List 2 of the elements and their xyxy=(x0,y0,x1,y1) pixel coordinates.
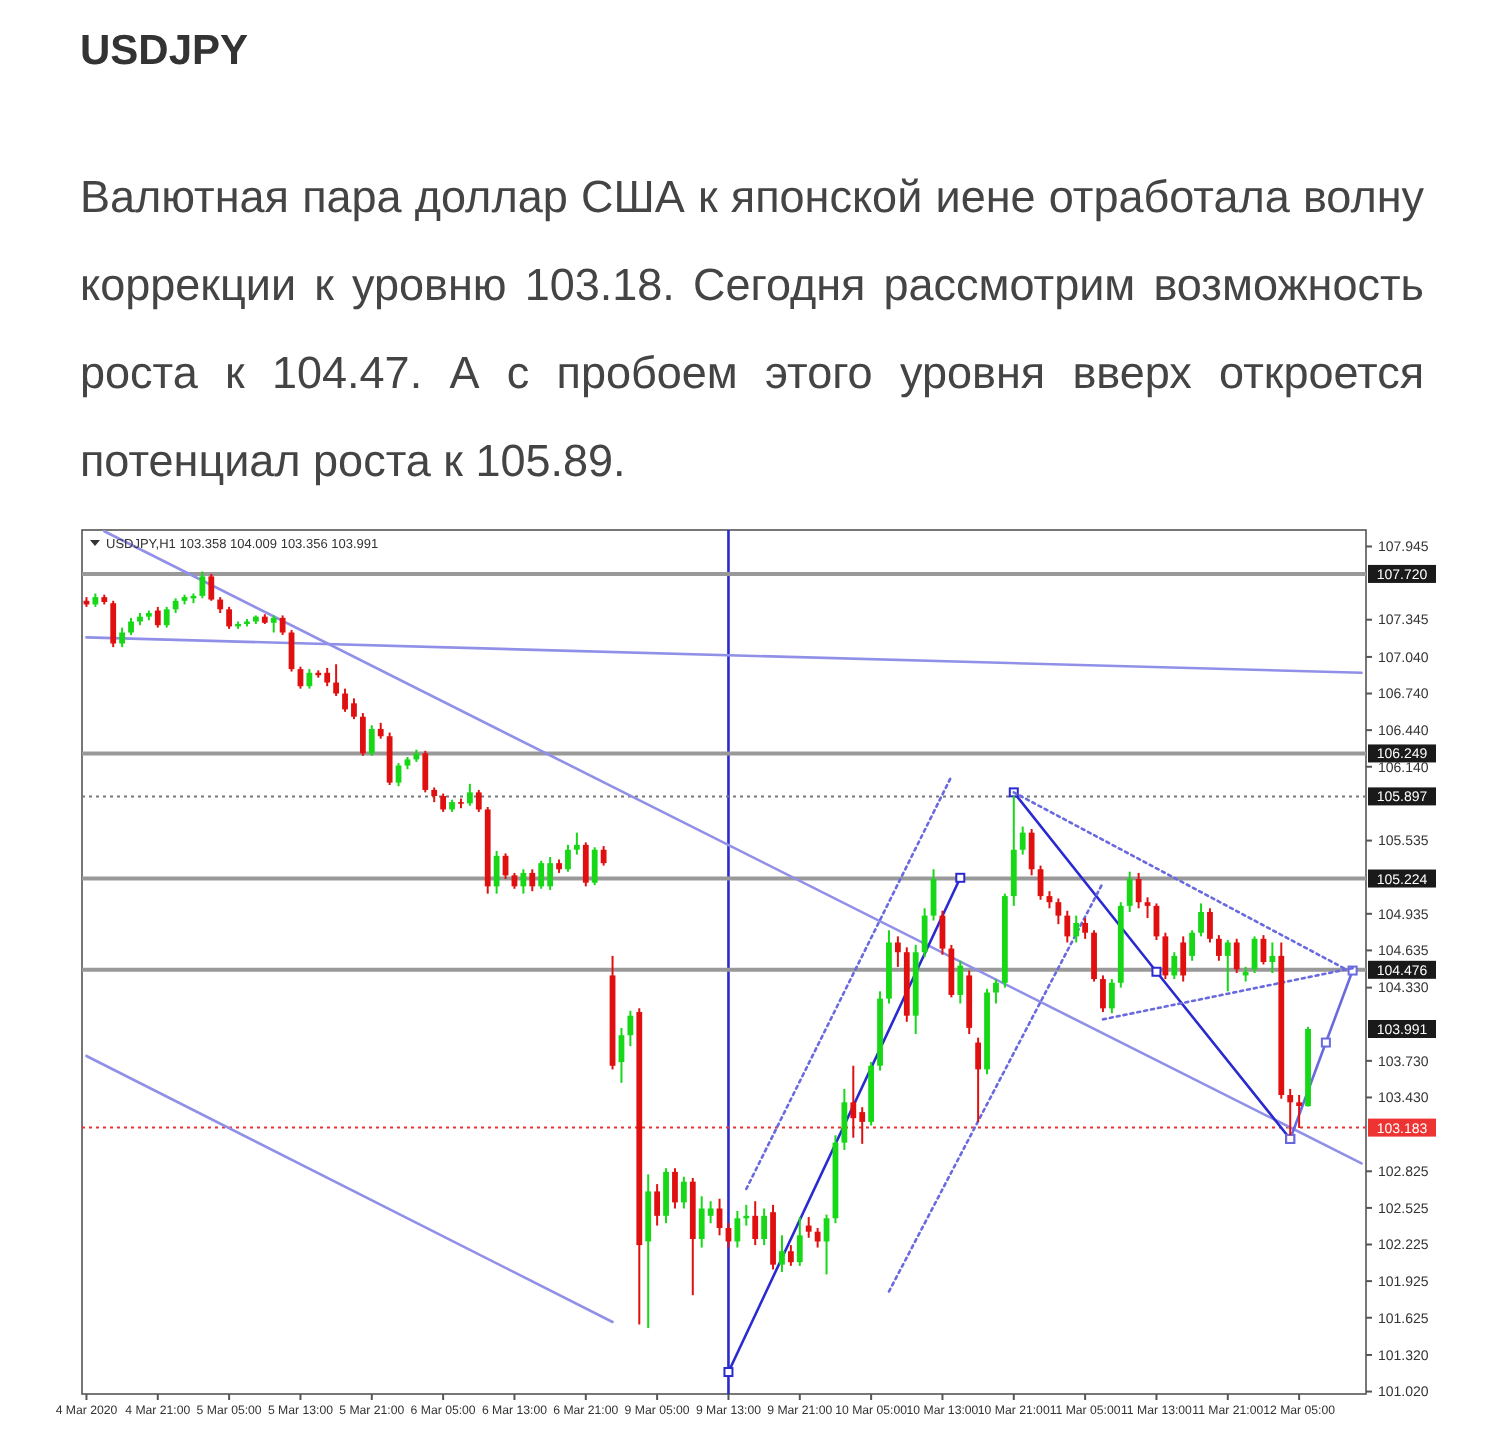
chart-title: USDJPY xyxy=(80,28,249,76)
chart-subtitle: Валютная пара доллар США к японской иене отработала волну коррекции к уровню 103.18. Сегодня рассмотрим возможность роста к 104.47. А с пробоем этого уровня вверх откроется потенциал роста к 105.89. xyxy=(80,170,1424,490)
